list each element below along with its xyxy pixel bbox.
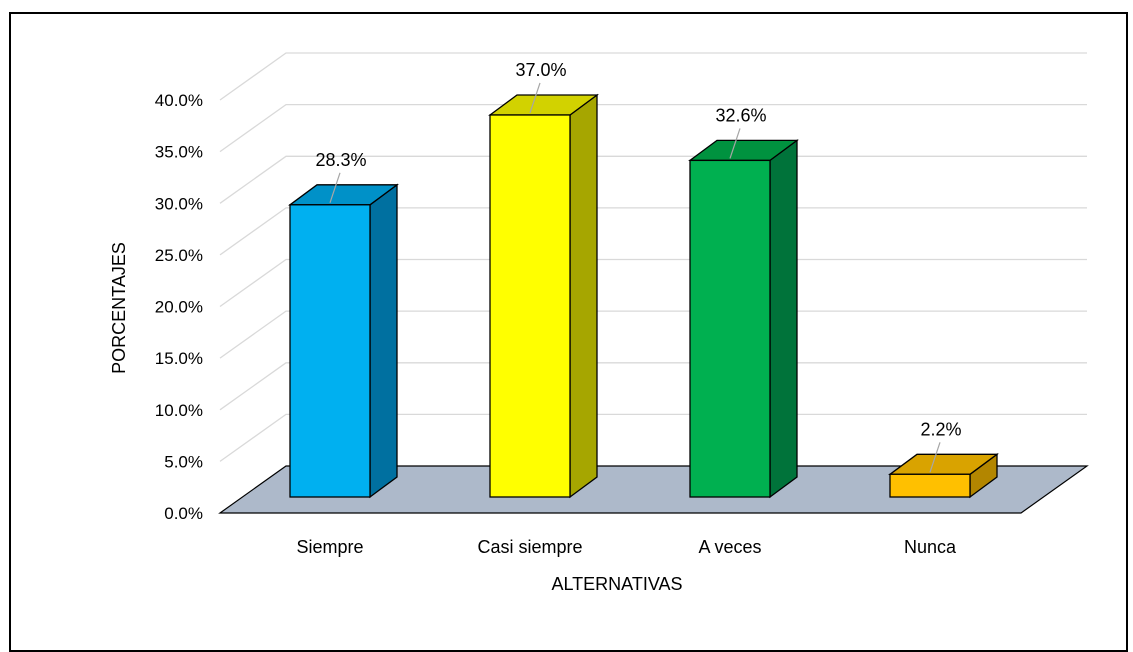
y-tick-label: 35.0% (155, 143, 203, 162)
label-leader-line (729, 128, 741, 159)
x-category-label: Casi siempre (477, 537, 582, 557)
data-label: 28.3% (315, 150, 366, 170)
gridlines (219, 52, 1087, 462)
label-leader-line (929, 442, 941, 473)
x-axis-categories: Siempre Casi siempre A veces Nunca (296, 537, 957, 557)
gridline (219, 413, 1087, 462)
bar-2 (688, 139, 799, 499)
bar-side (769, 139, 798, 499)
bar-side (569, 93, 598, 499)
bar-3 (888, 453, 999, 499)
bar-front (489, 114, 571, 498)
gridline (219, 155, 1087, 204)
gridline (219, 258, 1087, 308)
y-tick-label: 30.0% (155, 194, 203, 213)
gridline (219, 362, 1087, 411)
data-labels: 28.3% 37.0% 32.6% 2.2% (315, 60, 962, 473)
x-axis-title: ALTERNATIVAS (551, 574, 682, 594)
y-tick-label: 20.0% (155, 298, 203, 317)
data-label: 37.0% (515, 60, 566, 80)
y-tick-label: 0.0% (164, 504, 203, 523)
gridline (219, 310, 1087, 359)
bar-front (689, 159, 771, 498)
y-tick-label: 5.0% (164, 452, 203, 471)
x-category-label: Nunca (904, 537, 957, 557)
y-axis-ticks: 0.0% 5.0% 10.0% 15.0% 20.0% 25.0% 30.0% 35.0% 40… (155, 91, 203, 523)
y-tick-label: 15.0% (155, 349, 203, 368)
x-category-label: A veces (698, 537, 761, 557)
gridline (219, 103, 1087, 153)
bar-0 (288, 183, 399, 499)
label-leader-line (329, 172, 341, 203)
gridline (219, 52, 1087, 101)
x-category-label: Siempre (296, 537, 363, 557)
y-tick-label: 25.0% (155, 246, 203, 265)
label-leader-line (529, 82, 541, 114)
bar-front (289, 204, 371, 498)
data-label: 32.6% (715, 105, 766, 125)
bars (288, 93, 999, 499)
chart-floor (218, 465, 1089, 514)
y-tick-label: 40.0% (155, 91, 203, 110)
bar-1 (488, 93, 599, 499)
floor-plane (218, 465, 1089, 514)
bar-side (369, 183, 398, 499)
y-axis-title: PORCENTAJES (109, 242, 129, 374)
data-label: 2.2% (920, 419, 961, 439)
y-tick-label: 10.0% (155, 401, 203, 420)
bar-front (889, 473, 971, 498)
gridline (219, 207, 1087, 256)
